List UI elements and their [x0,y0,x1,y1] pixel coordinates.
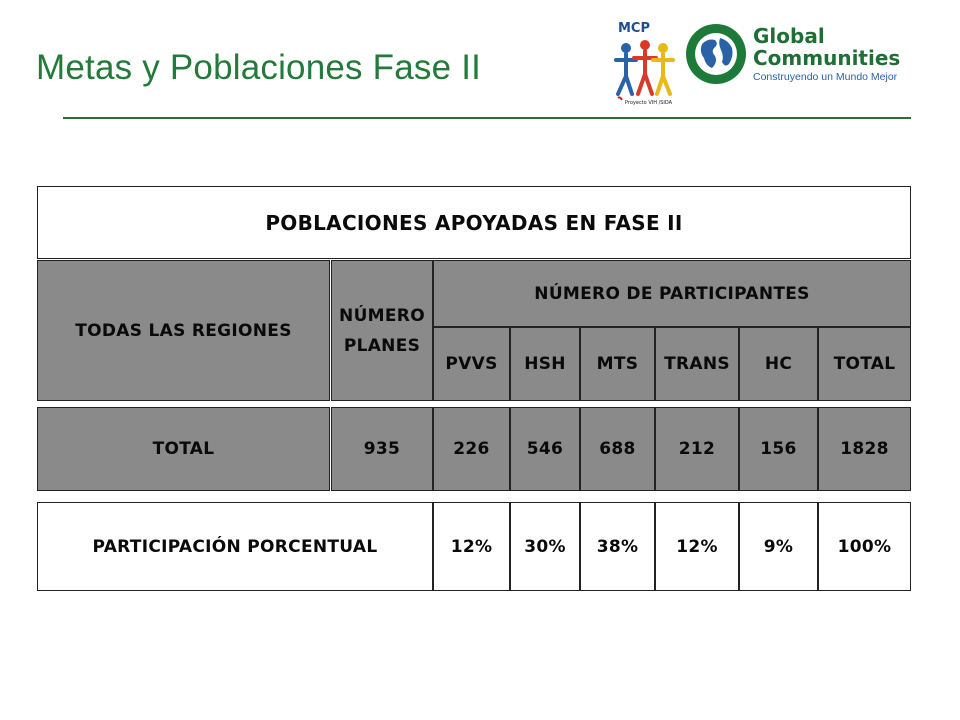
percent-total: 100% [818,502,911,591]
mcp-logo: MCP Proyecto VIH /SIDA [612,18,678,110]
total-total: 1828 [818,407,911,491]
total-pvvs: 226 [433,407,510,491]
total-planes: 935 [331,407,433,491]
column-header-trans: TRANS [655,327,739,401]
table-caption: POBLACIONES APOYADAS EN FASE II [37,186,911,259]
header-regions: TODAS LAS REGIONES [37,260,330,401]
percent-hc: 9% [739,502,818,591]
mcp-logo-graphic: MCP Proyecto VIH /SIDA [614,21,675,106]
header-planes: NÚMERO PLANES [331,260,433,401]
percent-pvvs: 12% [433,502,510,591]
row-percent-label: PARTICIPACIÓN PORCENTUAL [37,502,433,591]
column-header-mts: MTS [580,327,655,401]
logo-word-global: Global [753,24,825,48]
page-title: Metas y Poblaciones Fase II [36,48,482,87]
column-header-hsh: HSH [510,327,580,401]
logo-word-communities: Communities [753,46,901,70]
header-participants: NÚMERO DE PARTICIPANTES [433,260,911,327]
percent-mts: 38% [580,502,655,591]
logo-tagline: Construyendo un Mundo Mejor [753,71,898,83]
total-trans: 212 [655,407,739,491]
total-mts: 688 [580,407,655,491]
title-divider [63,117,911,119]
globe-icon [686,24,746,84]
global-communities-logo: Global Communities Construyendo un Mundo… [684,22,910,94]
percent-trans: 12% [655,502,739,591]
total-hsh: 546 [510,407,580,491]
row-total-label: TOTAL [37,407,330,491]
column-header-pvvs: PVVS [433,327,510,401]
mcp-caption: Proyecto VIH /SIDA [625,100,673,106]
mcp-logo-text: MCP [618,21,650,36]
percent-hsh: 30% [510,502,580,591]
column-header-hc: HC [739,327,818,401]
column-header-total: TOTAL [818,327,911,401]
total-hc: 156 [739,407,818,491]
